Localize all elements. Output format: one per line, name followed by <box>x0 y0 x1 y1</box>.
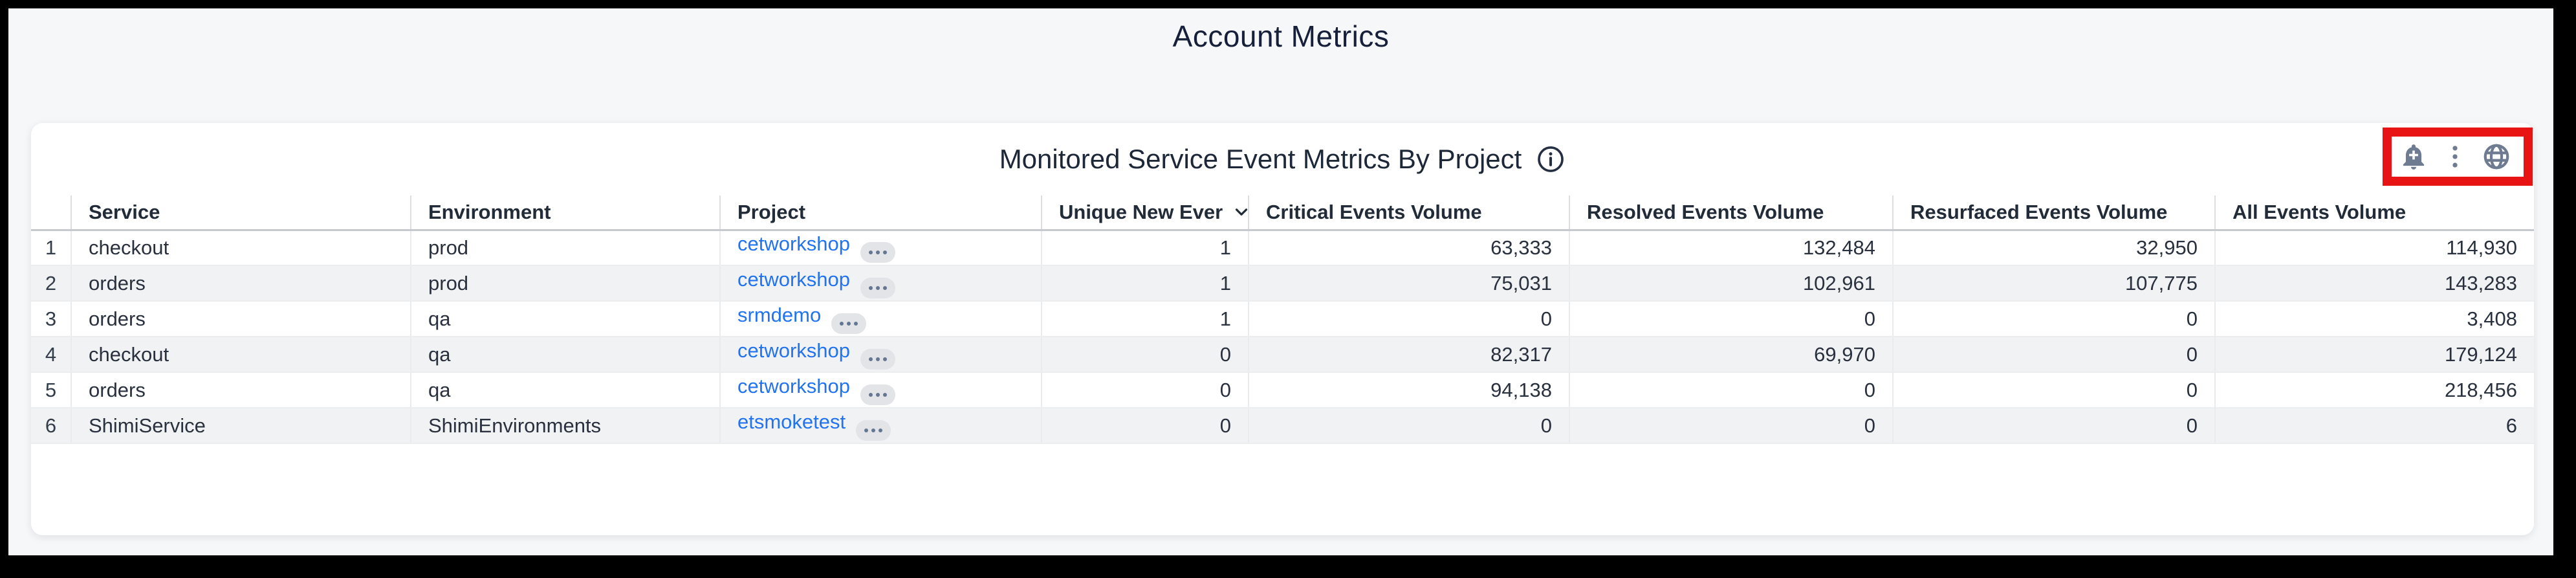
ellipsis-icon[interactable] <box>860 349 896 370</box>
header-row: Service Environment Project Unique New E… <box>31 195 2534 231</box>
table-row: 1 checkout prod cetworkshop 1 63,333 132… <box>31 230 2534 266</box>
cell-resurfaced-events: 0 <box>1892 372 2215 408</box>
table-row: 3 orders qa srmdemo 1 0 0 0 3,408 <box>31 301 2534 337</box>
cell-service: ShimiService <box>71 408 411 444</box>
cell-project: cetworkshop <box>719 372 1042 408</box>
cell-service: checkout <box>71 230 411 266</box>
cell-critical-events: 63,333 <box>1248 230 1569 266</box>
cell-all-events: 218,456 <box>2214 372 2534 408</box>
cell-resurfaced-events: 0 <box>1892 408 2215 444</box>
column-header-service[interactable]: Service <box>71 195 411 231</box>
page-title: Account Metrics <box>1172 19 1390 53</box>
row-number: 1 <box>31 230 71 266</box>
cell-all-events: 143,283 <box>2214 265 2534 302</box>
row-number-header <box>31 195 71 231</box>
cell-resolved-events: 102,961 <box>1569 265 1893 302</box>
cell-critical-events: 0 <box>1248 408 1569 444</box>
cell-service: checkout <box>71 337 411 373</box>
row-number: 2 <box>31 265 71 302</box>
add-alert-icon[interactable] <box>2399 142 2429 172</box>
project-link[interactable]: cetworkshop <box>737 268 851 291</box>
column-header-resurfaced[interactable]: Resurfaced Events Volume <box>1892 195 2215 231</box>
ellipsis-icon[interactable] <box>831 313 867 334</box>
metrics-panel: Monitored Service Event Metrics By Proje… <box>31 123 2534 535</box>
cell-resurfaced-events: 107,775 <box>1892 265 2215 302</box>
cell-critical-events: 94,138 <box>1248 372 1569 408</box>
project-link[interactable]: cetworkshop <box>737 375 851 397</box>
table-row: 6 ShimiService ShimiEnvironments etsmoke… <box>31 408 2534 444</box>
cell-resolved-events: 69,970 <box>1569 337 1893 373</box>
project-link[interactable]: cetworkshop <box>737 339 851 362</box>
cell-unique-new-ever: 1 <box>1041 230 1249 266</box>
cell-all-events: 3,408 <box>2214 301 2534 337</box>
cell-critical-events: 82,317 <box>1248 337 1569 373</box>
column-header-all-events[interactable]: All Events Volume <box>2214 195 2534 231</box>
cell-resolved-events: 132,484 <box>1569 230 1893 266</box>
ellipsis-icon[interactable] <box>860 242 896 263</box>
cell-service: orders <box>71 372 411 408</box>
sort-desc-icon <box>1236 208 1248 216</box>
row-number: 4 <box>31 337 71 373</box>
cell-unique-new-ever: 0 <box>1041 408 1249 444</box>
cell-resolved-events: 0 <box>1569 301 1893 337</box>
cell-service: orders <box>71 301 411 337</box>
cell-unique-new-ever: 0 <box>1041 337 1249 373</box>
info-icon[interactable] <box>1536 144 1566 174</box>
cell-environment: prod <box>410 265 720 302</box>
ellipsis-icon[interactable] <box>860 384 896 405</box>
cell-project: etsmoketest <box>719 408 1042 444</box>
column-header-unique-new[interactable]: Unique New Ever <box>1041 195 1249 231</box>
project-link[interactable]: cetworkshop <box>737 232 851 256</box>
cell-service: orders <box>71 265 411 302</box>
table-row: 2 orders prod cetworkshop 1 75,031 102,9… <box>31 265 2534 302</box>
cell-unique-new-ever: 0 <box>1041 372 1249 408</box>
dashboard-page: Account Metrics Monitored Service Event … <box>8 8 2553 555</box>
cell-resolved-events: 0 <box>1569 372 1893 408</box>
cell-all-events: 114,930 <box>2214 230 2534 266</box>
table-row: 5 orders qa cetworkshop 0 94,138 0 0 218… <box>31 372 2534 408</box>
panel-title: Monitored Service Event Metrics By Proje… <box>999 144 1522 174</box>
cell-all-events: 179,124 <box>2214 337 2534 373</box>
ellipsis-icon[interactable] <box>856 420 891 441</box>
column-header-critical[interactable]: Critical Events Volume <box>1248 195 1569 231</box>
cell-environment: ShimiEnvironments <box>410 408 720 444</box>
cell-critical-events: 75,031 <box>1248 265 1569 302</box>
row-number: 6 <box>31 408 71 444</box>
column-header-environment[interactable]: Environment <box>410 195 720 231</box>
column-header-resolved[interactable]: Resolved Events Volume <box>1569 195 1893 231</box>
globe-icon[interactable] <box>2482 142 2511 172</box>
cell-environment: qa <box>410 372 720 408</box>
row-number: 5 <box>31 372 71 408</box>
table-row: 4 checkout qa cetworkshop 0 82,317 69,97… <box>31 337 2534 373</box>
cell-project: srmdemo <box>719 301 1042 337</box>
cell-unique-new-ever: 1 <box>1041 265 1249 302</box>
cell-resolved-events: 0 <box>1569 408 1893 444</box>
cell-environment: qa <box>410 301 720 337</box>
cell-unique-new-ever: 1 <box>1041 301 1249 337</box>
metrics-table: Service Environment Project Unique New E… <box>31 195 2534 444</box>
cell-environment: qa <box>410 337 720 373</box>
column-header-project[interactable]: Project <box>719 195 1042 231</box>
cell-critical-events: 0 <box>1248 301 1569 337</box>
panel-header: Monitored Service Event Metrics By Proje… <box>31 123 2534 195</box>
cell-project: cetworkshop <box>719 337 1042 373</box>
cell-resurfaced-events: 0 <box>1892 337 2215 373</box>
cell-all-events: 6 <box>2214 408 2534 444</box>
cell-project: cetworkshop <box>719 230 1042 266</box>
table-body: 1 checkout prod cetworkshop 1 63,333 132… <box>31 230 2534 444</box>
kebab-menu-icon[interactable] <box>2440 142 2470 172</box>
cell-resurfaced-events: 0 <box>1892 301 2215 337</box>
project-link[interactable]: etsmoketest <box>737 410 846 433</box>
ellipsis-icon[interactable] <box>860 278 896 298</box>
cell-environment: prod <box>410 230 720 266</box>
cell-project: cetworkshop <box>719 265 1042 302</box>
cell-resurfaced-events: 32,950 <box>1892 230 2215 266</box>
row-number: 3 <box>31 301 71 337</box>
project-link[interactable]: srmdemo <box>737 304 822 326</box>
panel-toolbar <box>2399 142 2511 172</box>
